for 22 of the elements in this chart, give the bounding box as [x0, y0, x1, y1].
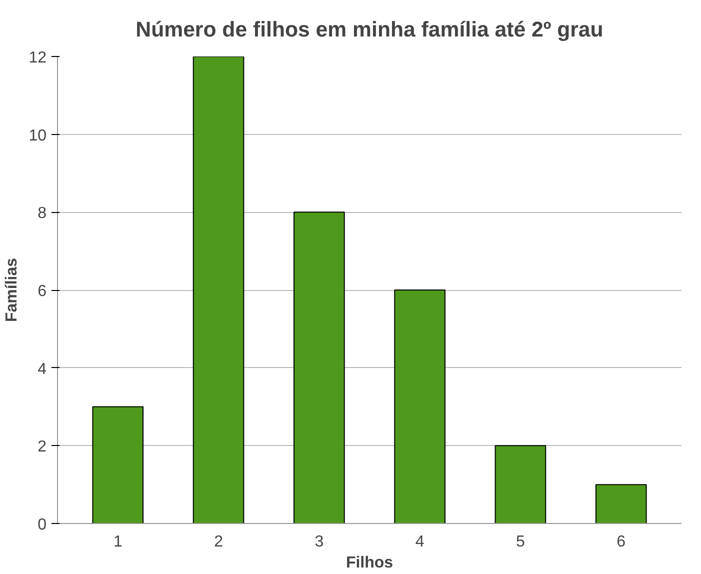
x-tick-label: 2	[214, 534, 224, 550]
bar	[92, 406, 144, 524]
bar	[394, 290, 446, 524]
y-axis-title: Famílias	[4, 258, 21, 322]
y-tick-label: 0	[38, 516, 47, 534]
x-tick-label: 4	[415, 534, 424, 550]
y-tick-label: 2	[38, 438, 47, 456]
x-axis-title: Filhos	[346, 554, 394, 572]
x-tick-label: 1	[113, 534, 122, 550]
x-tick-label: 3	[314, 534, 324, 550]
y-tick-label: 4	[38, 360, 47, 378]
chart-title: Número de filhos em minha família até 2º grau	[136, 18, 604, 42]
y-tick-label: 6	[38, 283, 47, 300]
y-tick-label: 10	[28, 127, 47, 144]
x-tick-label: 6	[616, 534, 626, 550]
x-tick-label: 5	[516, 534, 526, 550]
y-tick-label: 8	[38, 205, 47, 222]
bar	[294, 212, 345, 524]
bar	[192, 56, 244, 524]
bar	[494, 445, 546, 524]
y-tick-label: 12	[28, 50, 47, 66]
bar	[595, 484, 647, 524]
